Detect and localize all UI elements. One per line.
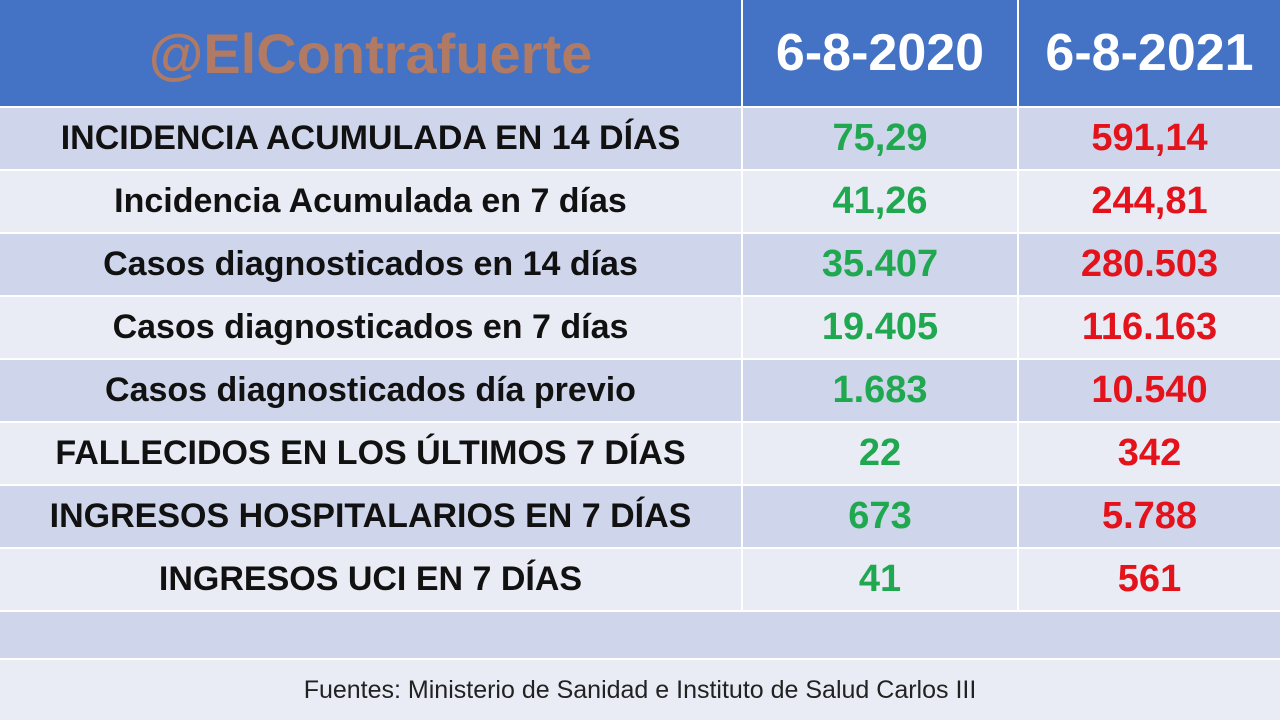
value-2020: 75,29 [743, 108, 1019, 169]
value-2021: 342 [1117, 432, 1182, 474]
table-row: Incidencia Acumulada en 7 días 41,26 244… [0, 171, 1280, 234]
table-row: INGRESOS UCI EN 7 DÍAS 41 561 [0, 549, 1280, 612]
value-2020: 41 [743, 549, 1019, 610]
value-2021: 116.163 [1081, 306, 1218, 348]
value-2020: 1.683 [743, 360, 1019, 421]
value-2020: 35.407 [743, 234, 1019, 295]
value-2021: 561 [1117, 558, 1182, 600]
table-header: @ElContrafuerte 6-8-2020 6-8-2021 [0, 0, 1280, 108]
row-label: INGRESOS HOSPITALARIOS EN 7 DÍAS [0, 486, 743, 547]
table-row: INCIDENCIA ACUMULADA EN 14 DÍAS 75,29 59… [0, 108, 1280, 171]
table-row: Casos diagnosticados en 7 días 19.405 11… [0, 297, 1280, 360]
spacer-row [0, 612, 1280, 660]
header-2021: 6-8-2021 [1045, 24, 1254, 82]
row-label: Casos diagnosticados en 14 días [0, 234, 743, 295]
value-2020: 673 [743, 486, 1019, 547]
row-label: Incidencia Acumulada en 7 días [0, 171, 743, 232]
source-note: Fuentes: Ministerio de Sanidad e Institu… [303, 675, 977, 704]
value-2021: 5.788 [1101, 495, 1198, 537]
row-label: INCIDENCIA ACUMULADA EN 14 DÍAS [0, 108, 743, 169]
value-2021: 591,14 [1091, 117, 1208, 159]
value-2020: 41,26 [743, 171, 1019, 232]
row-label: FALLECIDOS EN LOS ÚLTIMOS 7 DÍAS [0, 423, 743, 484]
table-row: Casos diagnosticados día previo 1.683 10… [0, 360, 1280, 423]
value-2020: 22 [743, 423, 1019, 484]
table-row: INGRESOS HOSPITALARIOS EN 7 DÍAS 673 5.7… [0, 486, 1280, 549]
row-label: Casos diagnosticados día previo [0, 360, 743, 421]
value-2021: 244,81 [1091, 180, 1208, 222]
table-row: FALLECIDOS EN LOS ÚLTIMOS 7 DÍAS 22 342 [0, 423, 1280, 486]
brand-handle: @ElContrafuerte [0, 0, 743, 106]
row-label: INGRESOS UCI EN 7 DÍAS [0, 549, 743, 610]
header-2020: 6-8-2020 [743, 0, 1019, 106]
value-2021: 10.540 [1091, 369, 1208, 411]
footer-row: Fuentes: Ministerio de Sanidad e Institu… [0, 660, 1280, 720]
table-row: Casos diagnosticados en 14 días 35.407 2… [0, 234, 1280, 297]
row-label: Casos diagnosticados en 7 días [0, 297, 743, 358]
value-2021: 280.503 [1080, 243, 1219, 285]
value-2020: 19.405 [743, 297, 1019, 358]
